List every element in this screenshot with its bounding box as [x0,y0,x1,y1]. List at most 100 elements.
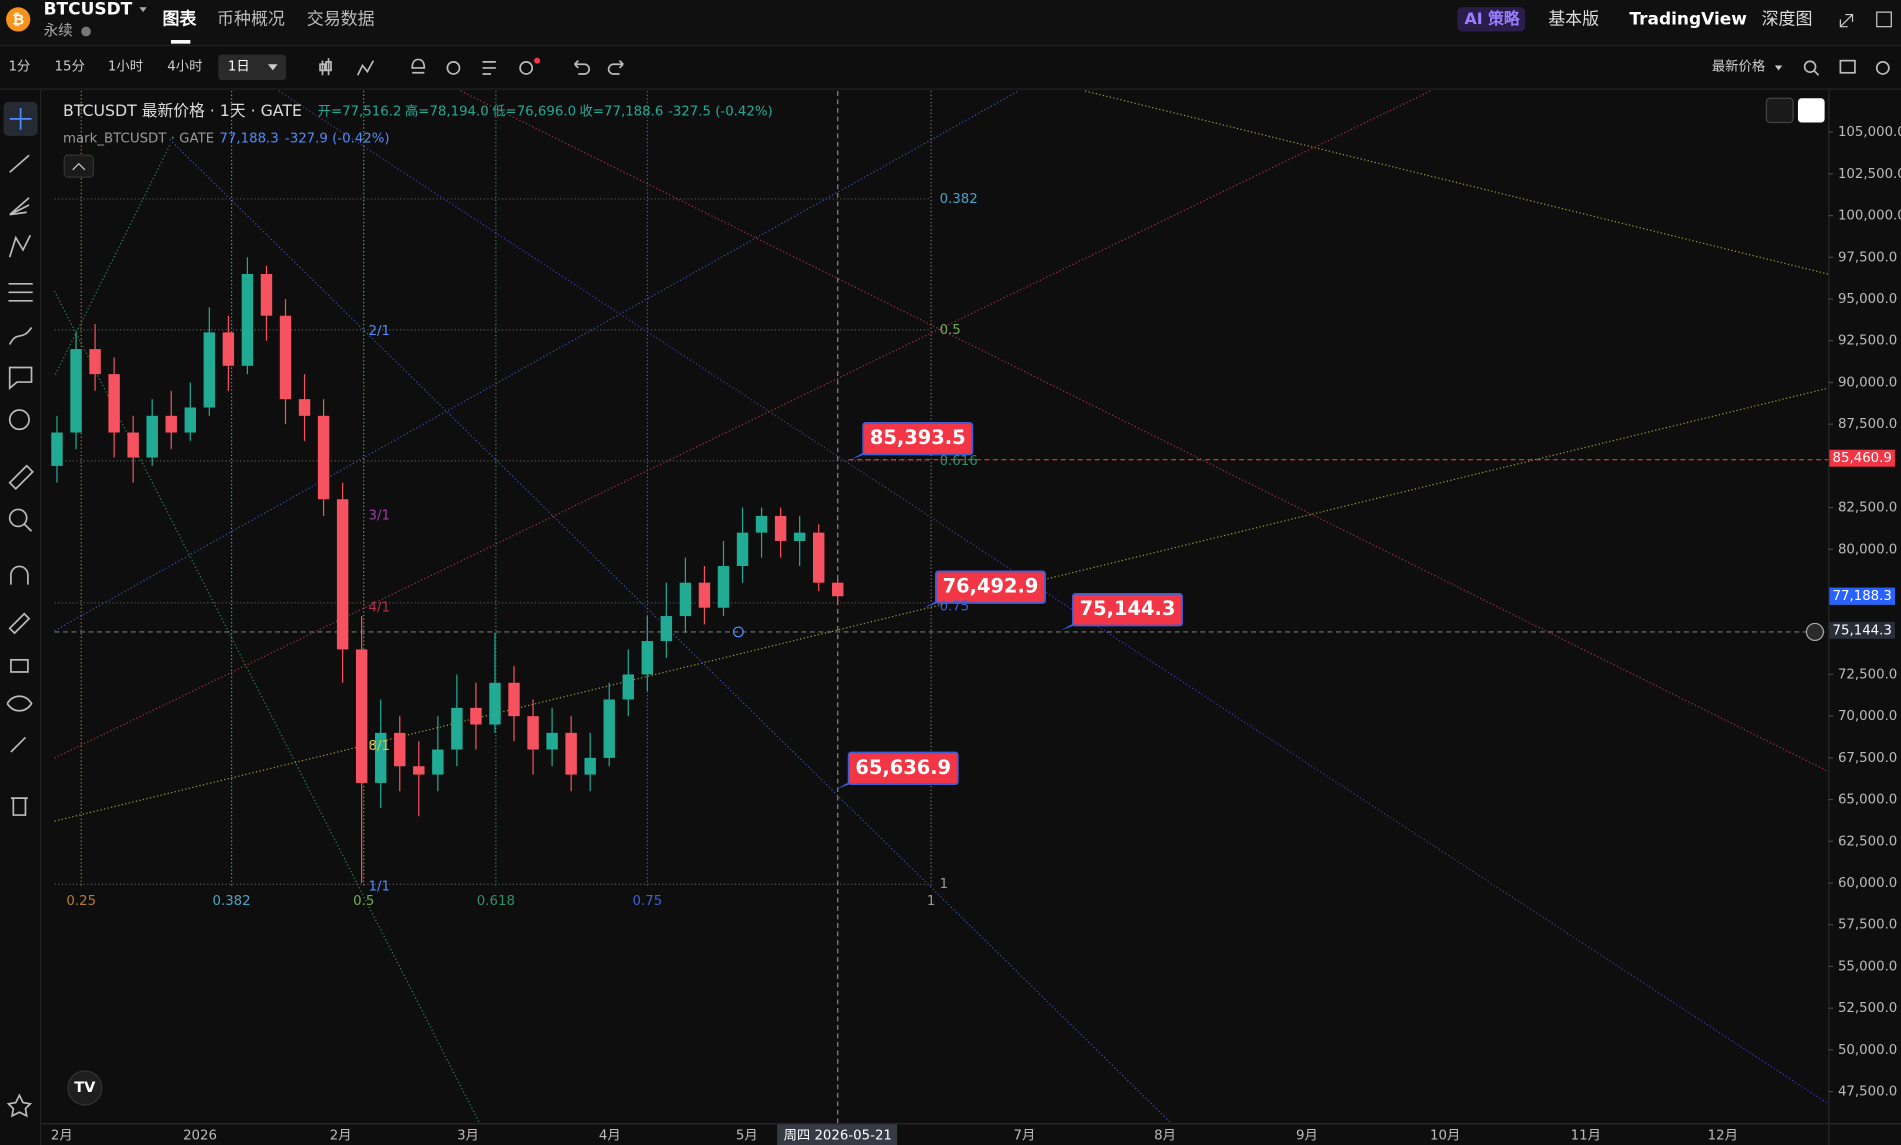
ai-button[interactable]: AI 策略 [1465,9,1521,28]
candle-body [622,674,634,700]
y-tick-label: 80,000.0 [1838,542,1897,557]
fib-label: 0.75 [940,599,970,614]
drawing-tools[interactable] [6,107,34,1118]
candle-body [375,732,387,783]
tab[interactable]: 图表 [162,8,197,29]
y-tick-label: 60,000.0 [1838,876,1897,891]
interval-active-bg [218,54,287,81]
callout-box [1072,593,1183,627]
y-tick-label: 95,000.0 [1838,292,1897,307]
candle-body [241,274,254,366]
y-tick-label: 87,500.0 [1838,417,1897,432]
mode-button[interactable]: 基本版 [1548,9,1599,29]
x-tick-label: 7月 [1014,1128,1036,1143]
collapse-button[interactable] [63,154,94,178]
btc-glyph: ₿ [12,12,24,29]
y-tick-label: 65,000.0 [1838,793,1897,808]
x-tick-label: 2月 [51,1128,73,1143]
legend-high: 高=78,194.0 [405,103,489,120]
tab[interactable]: 币种概况 [217,9,285,29]
candle-body [736,532,749,566]
fib-label: 0.5 [353,894,374,909]
candle-body [755,515,768,533]
info-icon [81,26,91,37]
y-tick-label: 105,000.0 [1838,125,1901,140]
candle-body [260,274,273,316]
legend-low: 低=76,696.0 [492,104,576,120]
candle-body [508,682,520,717]
y-tick-label: 47,500.0 [1838,1085,1897,1100]
tab-underline [170,40,191,44]
candle-body [546,732,558,750]
y-tick-label: 102,500.0 [1838,167,1901,182]
x-tick-label: 3月 [457,1128,479,1143]
gann-label: 1/1 [369,880,390,895]
candle-body [108,374,120,433]
collapse-arrow [72,162,86,171]
interval[interactable]: 1日 [228,60,250,75]
interval[interactable]: 15分 [55,59,85,75]
callout-label: 75,144.3 [1080,597,1176,620]
dropdown-arrow [139,7,147,13]
window-icon[interactable] [1876,11,1892,28]
x-tick-label: 11月 [1571,1128,1601,1143]
interval[interactable]: 1小时 [108,59,143,75]
interval[interactable]: 4小时 [167,59,202,75]
callout-label: 76,492.9 [943,575,1039,598]
x-tick-label: 2月 [330,1128,352,1143]
x-tick-label: 9月 [1296,1128,1318,1143]
tab[interactable]: 交易数据 [307,9,375,29]
tv-logo-bg [67,1070,103,1106]
legend-title: BTCUSDT 最新价格 · 1天 · GATE [63,101,302,120]
price-badge [1829,449,1895,467]
legend-open: 开=77,516.2 [318,105,402,120]
dropdown-arrow [1774,65,1783,71]
candle-body [394,732,406,767]
x-tick-label: 5月 [736,1128,758,1143]
legend-mark: mark_BTCUSDT · GATE [63,131,214,146]
candle-body [527,716,539,750]
price-mode[interactable]: 最新价格 [1712,59,1765,75]
candle-body [355,649,368,783]
y-tick-label: 70,000.0 [1838,709,1897,724]
price-badge [1829,587,1895,605]
y-tick-label: 55,000.0 [1838,959,1897,974]
candle-body [489,682,501,725]
price-badge-label: 77,188.3 [1833,589,1892,604]
callout-label: 65,636.9 [855,756,951,779]
interval[interactable]: 1分 [8,59,30,75]
symbol[interactable]: BTCUSDT [44,0,133,20]
y-tick-label: 100,000.0 [1838,209,1901,224]
candle-body [451,707,463,750]
mode-button[interactable]: 深度图 [1762,9,1813,29]
candle-body [70,349,82,433]
candle-body [279,315,292,400]
legend-close: 收=77,188.6 [580,104,664,120]
candle-body [660,616,673,642]
price-badge-label: 75,144.3 [1833,623,1892,638]
btc-logo [6,7,31,32]
toolbar-icons[interactable] [319,58,1890,76]
expand-icon[interactable] [1839,13,1854,28]
candle-body [432,749,444,775]
candle-body [184,407,196,433]
candle-body [717,566,730,608]
candle-body [165,415,177,433]
scroll-button[interactable] [1765,97,1794,124]
header-bar [0,0,1901,45]
crosshair-label: 周四 2026-05-21 [784,1128,892,1143]
x-tick-label: 12月 [1708,1128,1738,1143]
callout-box [862,422,974,456]
callout-box [847,751,959,786]
reset-button[interactable] [1797,98,1825,123]
candle-body [222,332,235,366]
fib-label: 0.616 [940,454,978,469]
add-alert[interactable] [1805,622,1825,642]
callout-box [935,570,1046,604]
candle-body [641,641,654,675]
mode-button[interactable]: TradingView [1629,9,1747,29]
legend-mark-change: -327.9 (-0.42%) [285,131,390,146]
y-tick-label: 57,500.0 [1838,918,1897,933]
